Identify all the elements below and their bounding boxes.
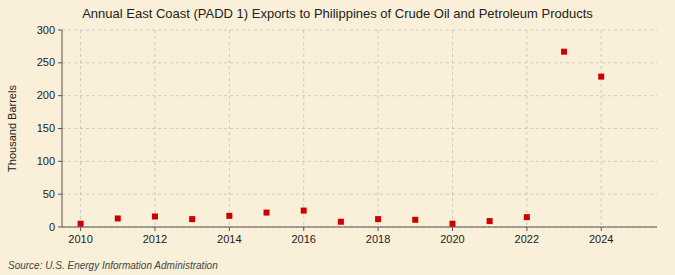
x-tick-label: 2022 bbox=[515, 233, 539, 245]
x-tick bbox=[80, 227, 81, 231]
x-grid-line bbox=[154, 30, 155, 227]
x-grid-line bbox=[303, 30, 304, 227]
y-axis-label: Thousand Barrels bbox=[6, 85, 18, 172]
y-grid-line bbox=[62, 95, 657, 96]
scatter-point bbox=[375, 216, 381, 222]
source-annotation: Source: U.S. Energy Information Administ… bbox=[8, 260, 218, 271]
y-grid-line bbox=[62, 128, 657, 129]
scatter-point bbox=[524, 214, 530, 220]
page: {"chart_data": { "type": "scatter", "tit… bbox=[0, 0, 675, 275]
x-tick bbox=[526, 227, 527, 231]
x-axis-line bbox=[62, 227, 657, 228]
y-tick-label: 200 bbox=[37, 89, 55, 101]
x-tick bbox=[601, 227, 602, 231]
x-tick bbox=[154, 227, 155, 231]
x-tick-label: 2018 bbox=[366, 233, 390, 245]
x-tick-label: 2016 bbox=[291, 233, 315, 245]
y-tick bbox=[58, 95, 62, 96]
scatter-point bbox=[561, 49, 567, 55]
y-grid-line bbox=[62, 161, 657, 162]
y-grid-line bbox=[62, 30, 657, 31]
y-grid-line bbox=[62, 194, 657, 195]
y-tick bbox=[58, 194, 62, 195]
scatter-point bbox=[152, 213, 158, 219]
chart-container: 0 50 100 150 200 250 300 2010 2012 2014 2016 2018 20… bbox=[0, 0, 675, 275]
scatter-point bbox=[412, 217, 418, 223]
scatter-point bbox=[78, 221, 84, 227]
scatter-point bbox=[189, 216, 195, 222]
x-tick bbox=[303, 227, 304, 231]
x-tick-label: 2020 bbox=[440, 233, 464, 245]
x-grid-line bbox=[80, 30, 81, 227]
scatter-point bbox=[487, 218, 493, 224]
y-tick bbox=[58, 227, 62, 228]
y-tick bbox=[58, 30, 62, 31]
x-grid-line bbox=[526, 30, 527, 227]
y-tick-label: 100 bbox=[37, 155, 55, 167]
y-tick-label: 250 bbox=[37, 56, 55, 68]
points bbox=[78, 49, 605, 227]
chart-svg: 0 50 100 150 200 250 300 2010 2012 2014 2016 2018 20… bbox=[0, 0, 675, 275]
scatter-point bbox=[449, 221, 455, 227]
axes: 0 50 100 150 200 250 300 2010 2012 2014 2016 2018 20… bbox=[37, 24, 657, 246]
y-tick-label: 0 bbox=[49, 221, 55, 233]
grid bbox=[62, 30, 657, 227]
y-tick-label: 300 bbox=[37, 24, 55, 36]
x-grid-line bbox=[452, 30, 453, 227]
x-tick-label: 2012 bbox=[143, 233, 167, 245]
y-tick bbox=[58, 161, 62, 162]
x-grid-line bbox=[378, 30, 379, 227]
scatter-point bbox=[115, 215, 121, 221]
scatter-point bbox=[338, 219, 344, 225]
x-tick bbox=[452, 227, 453, 231]
y-tick bbox=[58, 128, 62, 129]
x-grid-line bbox=[601, 30, 602, 227]
scatter-point bbox=[301, 208, 307, 214]
chart-title: Annual East Coast (PADD 1) Exports to Ph… bbox=[82, 6, 593, 21]
x-tick bbox=[229, 227, 230, 231]
x-tick-label: 2024 bbox=[589, 233, 613, 245]
y-tick-label: 150 bbox=[37, 122, 55, 134]
x-tick bbox=[378, 227, 379, 231]
scatter-point bbox=[226, 213, 232, 219]
y-grid-line bbox=[62, 62, 657, 63]
x-tick-label: 2010 bbox=[68, 233, 92, 245]
x-grid-line bbox=[229, 30, 230, 227]
y-tick bbox=[58, 62, 62, 63]
scatter-point bbox=[598, 74, 604, 80]
y-tick-label: 50 bbox=[43, 188, 55, 200]
y-grid-line bbox=[62, 227, 657, 228]
scatter-point bbox=[264, 210, 270, 216]
x-tick-label: 2014 bbox=[217, 233, 241, 245]
